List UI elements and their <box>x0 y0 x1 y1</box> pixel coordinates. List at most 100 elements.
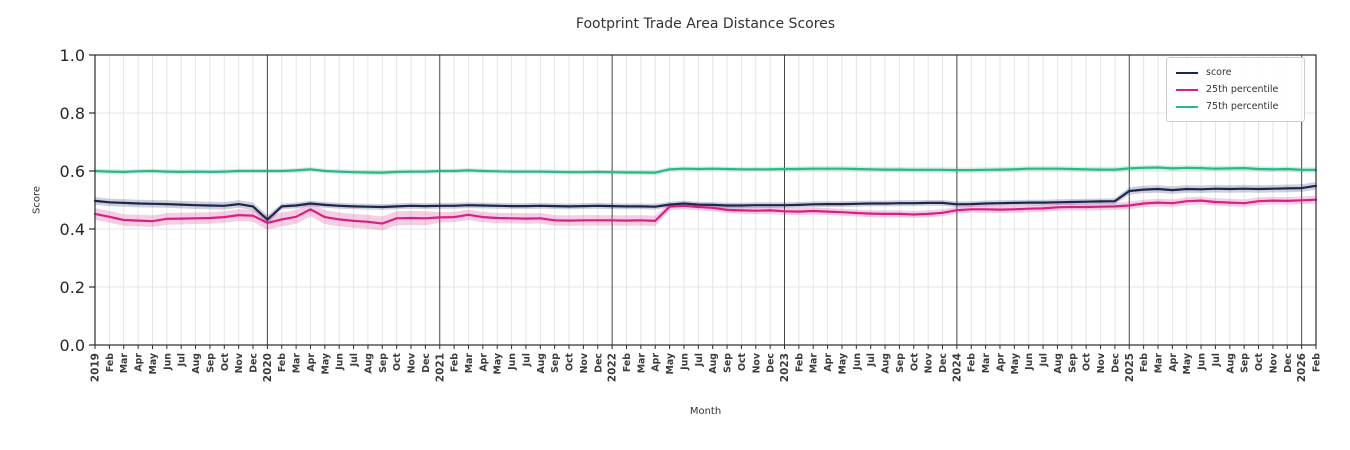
legend-label-score: score <box>1206 66 1232 78</box>
svg-text:Jun: Jun <box>679 353 690 371</box>
x-axis-label: Month <box>689 406 722 417</box>
svg-text:Dec: Dec <box>249 353 260 373</box>
series-line-75th-percentile <box>93 166 1318 174</box>
svg-text:Nov: Nov <box>924 353 935 373</box>
svg-text:Dec: Dec <box>421 353 432 373</box>
svg-text:May: May <box>320 353 331 374</box>
svg-text:Jul: Jul <box>866 353 877 367</box>
svg-text:Oct: Oct <box>737 352 748 371</box>
svg-text:Mar: Mar <box>464 353 475 374</box>
svg-text:Sep: Sep <box>723 353 734 373</box>
svg-text:Jun: Jun <box>852 353 863 371</box>
svg-text:Mar: Mar <box>981 353 992 374</box>
svg-text:Nov: Nov <box>234 353 245 373</box>
svg-text:Feb: Feb <box>105 353 116 372</box>
legend: score 25th percentile 75th percentile <box>1166 57 1305 122</box>
svg-text:Feb: Feb <box>277 353 288 372</box>
legend-item-75th-percentile: 75th percentile <box>1176 98 1295 115</box>
svg-text:Mar: Mar <box>119 353 130 374</box>
svg-text:Jun: Jun <box>1197 353 1208 371</box>
svg-text:Oct: Oct <box>1082 352 1093 371</box>
svg-text:Sep: Sep <box>1240 353 1251 373</box>
svg-text:May: May <box>665 353 676 374</box>
svg-text:Apr: Apr <box>995 353 1006 372</box>
svg-text:Apr: Apr <box>134 353 145 372</box>
y-gridlines <box>95 54 1316 346</box>
svg-text:2026: 2026 <box>1296 353 1308 382</box>
series-band-score <box>95 182 1316 225</box>
svg-text:2024: 2024 <box>951 353 963 382</box>
svg-text:Mar: Mar <box>809 353 820 374</box>
svg-text:Mar: Mar <box>636 353 647 374</box>
svg-text:Oct: Oct <box>909 352 920 371</box>
svg-text:Sep: Sep <box>1067 353 1078 373</box>
legend-item-25th-percentile: 25th percentile <box>1176 81 1295 98</box>
svg-text:Oct: Oct <box>565 352 576 371</box>
svg-text:Nov: Nov <box>1096 353 1107 373</box>
svg-text:Nov: Nov <box>579 353 590 373</box>
y-tick-labels: 0.0 0.2 0.4 0.6 0.8 1.0 <box>60 46 95 355</box>
svg-text:Feb: Feb <box>1312 353 1323 372</box>
plot-border <box>94 54 1317 346</box>
svg-text:Aug: Aug <box>1225 353 1236 374</box>
svg-text:Feb: Feb <box>967 353 978 372</box>
svg-text:Jul: Jul <box>1039 353 1050 367</box>
series-line-25th-percentile <box>93 198 1318 225</box>
svg-text:0.6: 0.6 <box>60 162 85 181</box>
svg-text:Sep: Sep <box>378 353 389 373</box>
svg-text:Apr: Apr <box>306 353 317 372</box>
svg-text:Mar: Mar <box>1153 353 1164 374</box>
svg-text:May: May <box>1010 353 1021 374</box>
legend-label-25th-percentile: 25th percentile <box>1206 83 1279 95</box>
svg-text:May: May <box>837 353 848 374</box>
svg-text:0.4: 0.4 <box>60 220 85 239</box>
svg-text:Aug: Aug <box>363 353 374 374</box>
svg-text:Jul: Jul <box>521 353 532 367</box>
svg-text:Feb: Feb <box>1139 353 1150 372</box>
svg-text:Jun: Jun <box>335 353 346 371</box>
svg-text:Nov: Nov <box>407 353 418 373</box>
legend-line-swatch-score <box>1176 71 1198 74</box>
svg-text:0.2: 0.2 <box>60 278 85 297</box>
svg-text:Jul: Jul <box>349 353 360 367</box>
svg-text:Apr: Apr <box>651 353 662 372</box>
svg-text:Dec: Dec <box>1110 353 1121 373</box>
series-line-score <box>93 184 1318 221</box>
chart-title: Footprint Trade Area Distance Scores <box>575 16 836 32</box>
svg-text:Mar: Mar <box>292 353 303 374</box>
svg-text:Jul: Jul <box>177 353 188 367</box>
svg-text:0.8: 0.8 <box>60 104 85 123</box>
svg-text:Jul: Jul <box>694 353 705 367</box>
svg-text:Aug: Aug <box>881 353 892 374</box>
svg-text:Jun: Jun <box>1024 353 1035 371</box>
x-tick-labels: 2019 Feb Mar Apr May Jun Jul Aug Sep Oct Nov Dec 202… <box>90 345 1323 382</box>
svg-text:Oct: Oct <box>392 352 403 371</box>
svg-text:Apr: Apr <box>1168 353 1179 372</box>
svg-text:Sep: Sep <box>550 353 561 373</box>
svg-text:Jun: Jun <box>507 353 518 371</box>
svg-text:Aug: Aug <box>191 353 202 374</box>
y-axis-label: Score <box>31 185 43 215</box>
svg-text:2020: 2020 <box>262 353 274 382</box>
svg-text:May: May <box>493 353 504 374</box>
svg-text:May: May <box>1182 353 1193 374</box>
svg-text:2023: 2023 <box>779 353 791 382</box>
svg-text:Dec: Dec <box>593 353 604 373</box>
svg-text:Nov: Nov <box>751 353 762 373</box>
svg-text:2022: 2022 <box>607 353 619 382</box>
svg-text:Feb: Feb <box>794 353 805 372</box>
svg-text:Sep: Sep <box>205 353 216 373</box>
svg-text:Apr: Apr <box>823 353 834 372</box>
series-band-25th-percentile <box>95 195 1316 231</box>
svg-text:2021: 2021 <box>434 353 446 382</box>
svg-text:Feb: Feb <box>622 353 633 372</box>
svg-text:Nov: Nov <box>1268 353 1279 373</box>
svg-text:2019: 2019 <box>90 353 102 382</box>
svg-text:Apr: Apr <box>478 353 489 372</box>
legend-line-swatch-75th-percentile <box>1176 105 1198 108</box>
svg-text:Oct: Oct <box>1254 352 1265 371</box>
x-gridlines <box>108 55 1317 345</box>
svg-text:Jun: Jun <box>162 353 173 371</box>
